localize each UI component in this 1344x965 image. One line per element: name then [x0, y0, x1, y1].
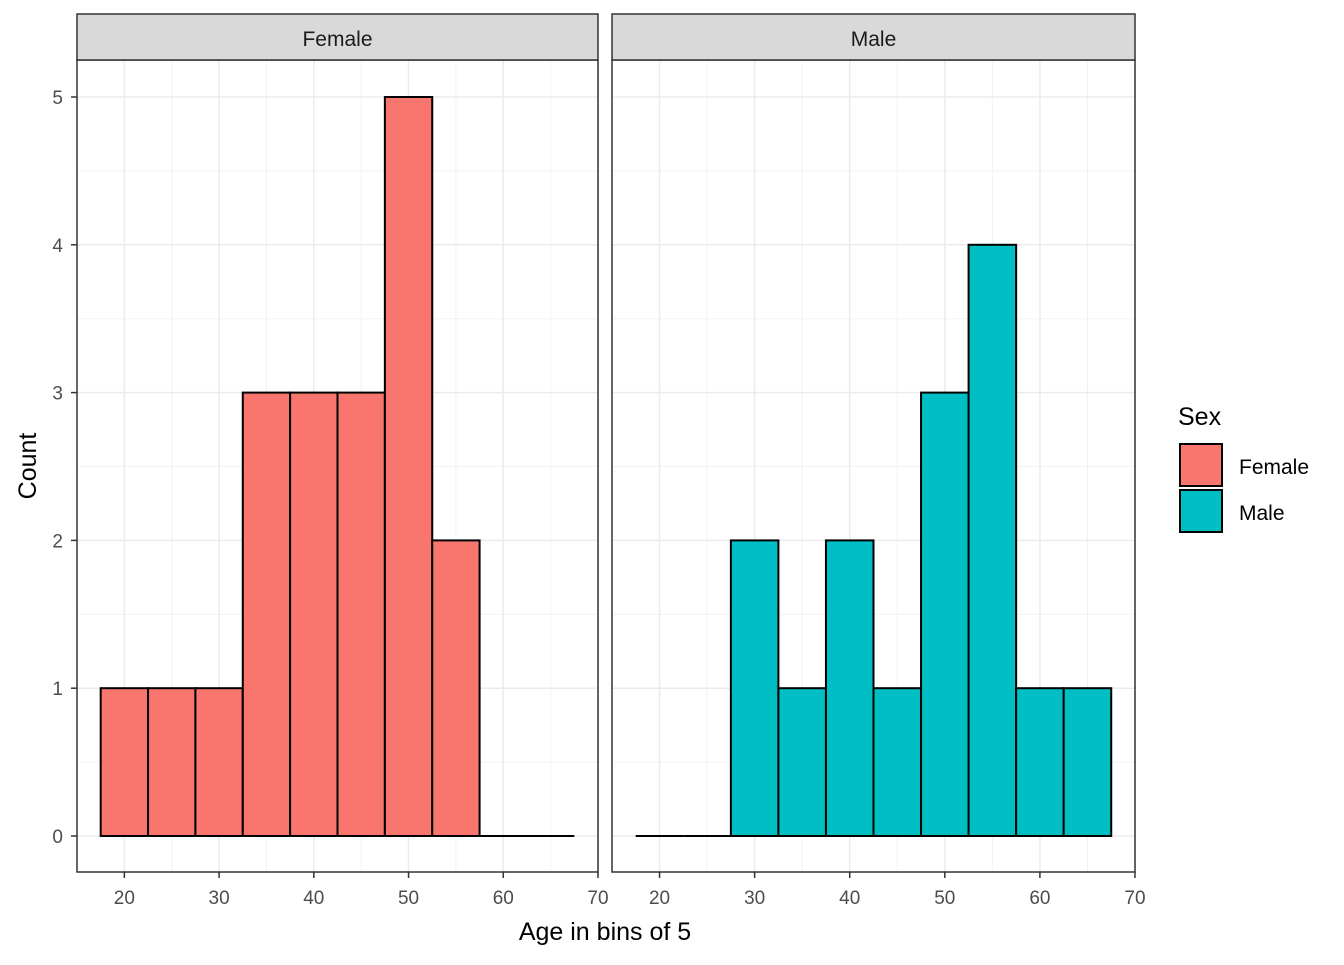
y-tick-label: 5 — [52, 88, 63, 109]
y-tick-label: 4 — [52, 236, 63, 257]
histogram-bar — [872, 687, 923, 838]
x-tick-label: 70 — [587, 888, 608, 909]
histogram-bar — [729, 539, 780, 838]
x-axis-title: Age in bins of 5 — [519, 918, 691, 946]
legend-items: Female Male — [1179, 443, 1309, 533]
legend-item-female: Female — [1179, 443, 1309, 487]
x-tick-label: 70 — [1124, 888, 1145, 909]
facet-panel-female: Female 20 30 40 50 60 70 — [76, 13, 609, 909]
histogram-bar — [920, 391, 970, 837]
x-tick-label: 50 — [398, 888, 419, 909]
y-tick-label: 2 — [52, 531, 63, 552]
legend-label: Male — [1239, 502, 1285, 525]
histogram-bar — [289, 391, 339, 837]
facet-strip-label: Female — [302, 28, 372, 51]
x-tick-label: 40 — [303, 888, 324, 909]
histogram-bar — [241, 391, 292, 837]
x-tick-label: 30 — [744, 888, 765, 909]
legend: Sex Female Male — [1178, 403, 1309, 533]
y-axis-title: Count — [14, 433, 42, 500]
y-tick-label: 3 — [52, 384, 63, 405]
x-tick-label: 20 — [114, 888, 135, 909]
x-tick-label: 60 — [493, 888, 514, 909]
x-tick-label: 60 — [1029, 888, 1050, 909]
histogram-bar — [967, 243, 1018, 838]
legend-swatch — [1179, 489, 1223, 533]
facet-strip-label: Male — [851, 28, 897, 51]
histogram-bar — [1062, 687, 1113, 838]
histogram-bar — [336, 391, 386, 837]
x-tick-label: 50 — [934, 888, 955, 909]
legend-item-male: Male — [1179, 489, 1285, 533]
histogram-bar — [431, 539, 481, 838]
x-tick-label: 40 — [839, 888, 860, 909]
legend-label: Female — [1239, 456, 1309, 479]
histogram-bar — [1015, 687, 1065, 838]
histogram-bar — [99, 687, 150, 838]
facet-strip — [76, 13, 599, 61]
y-axis: 0 1 2 3 4 5 — [52, 88, 77, 848]
facet-panel-male: Male 20 30 40 50 60 70 — [611, 13, 1146, 909]
y-tick-label: 0 — [52, 827, 63, 848]
facet-strip — [611, 13, 1136, 61]
facet-panels: Female 20 30 40 50 60 70 Male 20 30 40 50 60 70 0 1 2 3 4 5 — [52, 13, 1146, 909]
histogram-bar — [383, 96, 434, 837]
histogram-bar — [824, 539, 875, 838]
x-tick-label: 30 — [209, 888, 230, 909]
y-tick-label: 1 — [52, 679, 63, 700]
legend-swatch — [1179, 443, 1223, 487]
histogram-bar — [194, 687, 244, 838]
legend-title: Sex — [1178, 403, 1222, 431]
histogram-bar — [777, 687, 827, 838]
histogram-bar — [147, 687, 197, 838]
x-tick-label: 20 — [649, 888, 670, 909]
